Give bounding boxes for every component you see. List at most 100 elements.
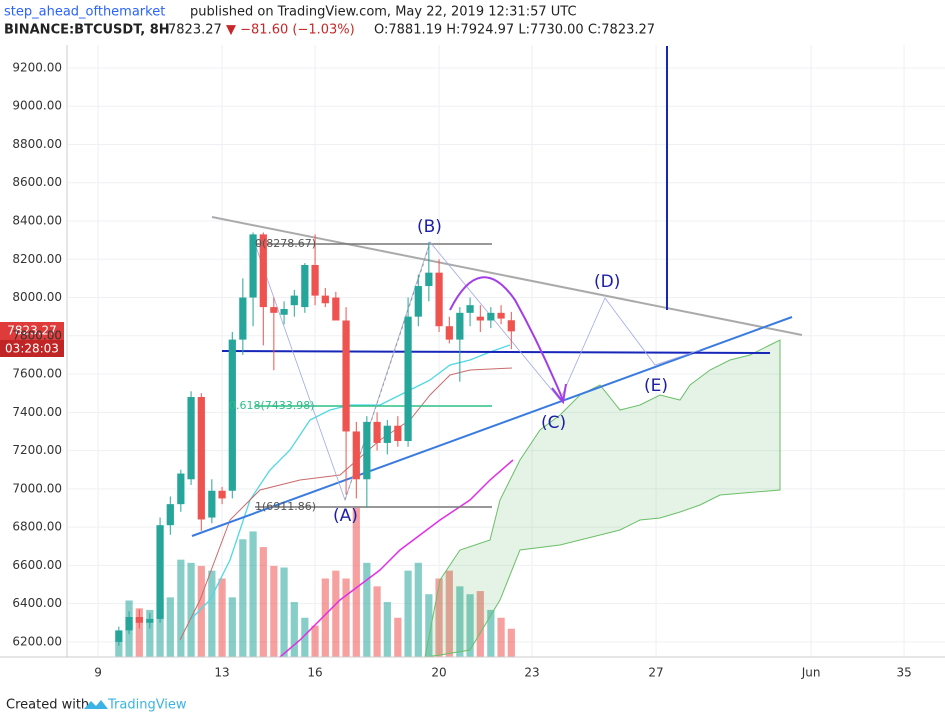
volume-bar <box>487 609 495 657</box>
y-tick-label: 7600.00 <box>12 367 62 381</box>
fib-label: 0(8278.67) <box>255 237 316 250</box>
footer-created: Created with <box>6 698 89 713</box>
author: step_ahead_ofthemarket <box>4 5 165 20</box>
volume-bar <box>166 597 174 657</box>
candle-body <box>332 297 340 321</box>
marks <box>115 232 515 646</box>
candle-body <box>135 617 143 623</box>
candle-body <box>476 316 484 321</box>
volume-bar <box>383 602 391 657</box>
volume-bar <box>270 565 278 657</box>
candle-body <box>197 397 205 520</box>
candle-body <box>321 295 329 304</box>
candle-body <box>404 316 412 442</box>
candle-body <box>507 320 515 332</box>
candle-body <box>166 504 174 526</box>
volume-bar <box>342 578 350 657</box>
volume-bar <box>404 570 412 657</box>
volume-bar <box>445 570 453 657</box>
x-tick-label: 35 <box>896 666 911 680</box>
published: published on TradingView.com, May 22, 20… <box>190 5 577 20</box>
volume-bar <box>290 602 298 657</box>
volume-bar <box>352 507 360 657</box>
symbol: BINANCE:BTCUSDT, 8H <box>4 23 170 38</box>
moving-average <box>279 459 514 658</box>
volume-bar <box>239 539 247 657</box>
volume-bar <box>218 578 226 657</box>
volume-bar <box>135 608 143 657</box>
candle-body <box>280 309 288 315</box>
volume-bar <box>197 565 205 657</box>
candle-body <box>456 312 464 340</box>
volume-bar <box>507 628 515 657</box>
price-tag <box>0 322 64 340</box>
candle-body <box>394 425 402 442</box>
candle-body <box>342 320 350 432</box>
candle-body <box>187 397 195 480</box>
last: 7823.27 <box>168 23 222 38</box>
volume-bar <box>280 567 288 657</box>
volume-bar <box>394 617 402 657</box>
ichimoku-cloud <box>424 339 781 658</box>
footer-brand: TradingView <box>107 698 187 713</box>
volume-bar <box>187 562 195 657</box>
candle-body <box>363 421 371 480</box>
y-tick-label: 8200.00 <box>12 252 62 266</box>
volume-bar <box>497 617 505 657</box>
x-tick-label: 13 <box>214 666 229 680</box>
candle-body <box>301 265 309 308</box>
candle-body <box>146 618 154 623</box>
volume-bar <box>228 597 236 657</box>
fib-label: 1(6911.86) <box>255 500 316 513</box>
candle-body <box>290 295 298 306</box>
candle-body <box>414 286 422 317</box>
y-tick-label: 8800.00 <box>12 137 62 151</box>
x-tick-label: Jun <box>801 666 821 680</box>
y-tick-label: 9000.00 <box>12 99 62 113</box>
ohlc: O:7881.19 H:7924.97 L:7730.00 C:7823.27 <box>374 23 655 38</box>
volume-bar <box>363 562 371 657</box>
y-tick-label: 6600.00 <box>12 558 62 572</box>
candle-body <box>311 265 319 296</box>
volume-bar <box>249 531 257 657</box>
candle-body <box>115 630 123 642</box>
volume-bar <box>466 594 474 657</box>
wave-label: (D) <box>594 272 620 292</box>
candle-body <box>208 490 216 518</box>
candle-body <box>156 525 164 619</box>
candle-body <box>239 297 247 340</box>
volume-bar <box>332 570 340 657</box>
candle-body <box>270 307 278 313</box>
resistance-trendline <box>211 216 803 336</box>
candle-body <box>249 234 257 298</box>
candle-body <box>425 272 433 287</box>
wave-label: (E) <box>644 376 668 396</box>
x-tick-label: 27 <box>648 666 663 680</box>
volume-bar <box>177 559 185 657</box>
volume-bar <box>311 625 319 657</box>
volume-bar <box>476 591 484 657</box>
y-tick-label: 6400.00 <box>12 596 62 610</box>
candle-body <box>445 326 453 340</box>
x-tick-label: 9 <box>94 666 102 680</box>
wave-label: (A) <box>333 506 358 526</box>
volume-bar <box>414 562 422 657</box>
volume-bar <box>425 594 433 657</box>
y-tick-label: 8400.00 <box>12 214 62 228</box>
y-tick-label: 6200.00 <box>12 634 62 648</box>
candle-body <box>497 312 505 319</box>
candle-body <box>228 339 236 491</box>
volume-bar <box>156 600 164 657</box>
y-tick-label: 7200.00 <box>12 443 62 457</box>
x-tick-label: 23 <box>524 666 539 680</box>
logo <box>84 700 108 709</box>
volume-bar <box>456 586 464 657</box>
candle-body <box>259 234 267 308</box>
y-tick-label: 8000.00 <box>12 290 62 304</box>
volume-bar <box>373 586 381 657</box>
volume-bar <box>208 570 216 657</box>
annotations: 0(8278.67) 0.618(7433.98) 1(6911.86) (A)… <box>229 217 668 526</box>
y-tick-label: 8600.00 <box>12 175 62 189</box>
